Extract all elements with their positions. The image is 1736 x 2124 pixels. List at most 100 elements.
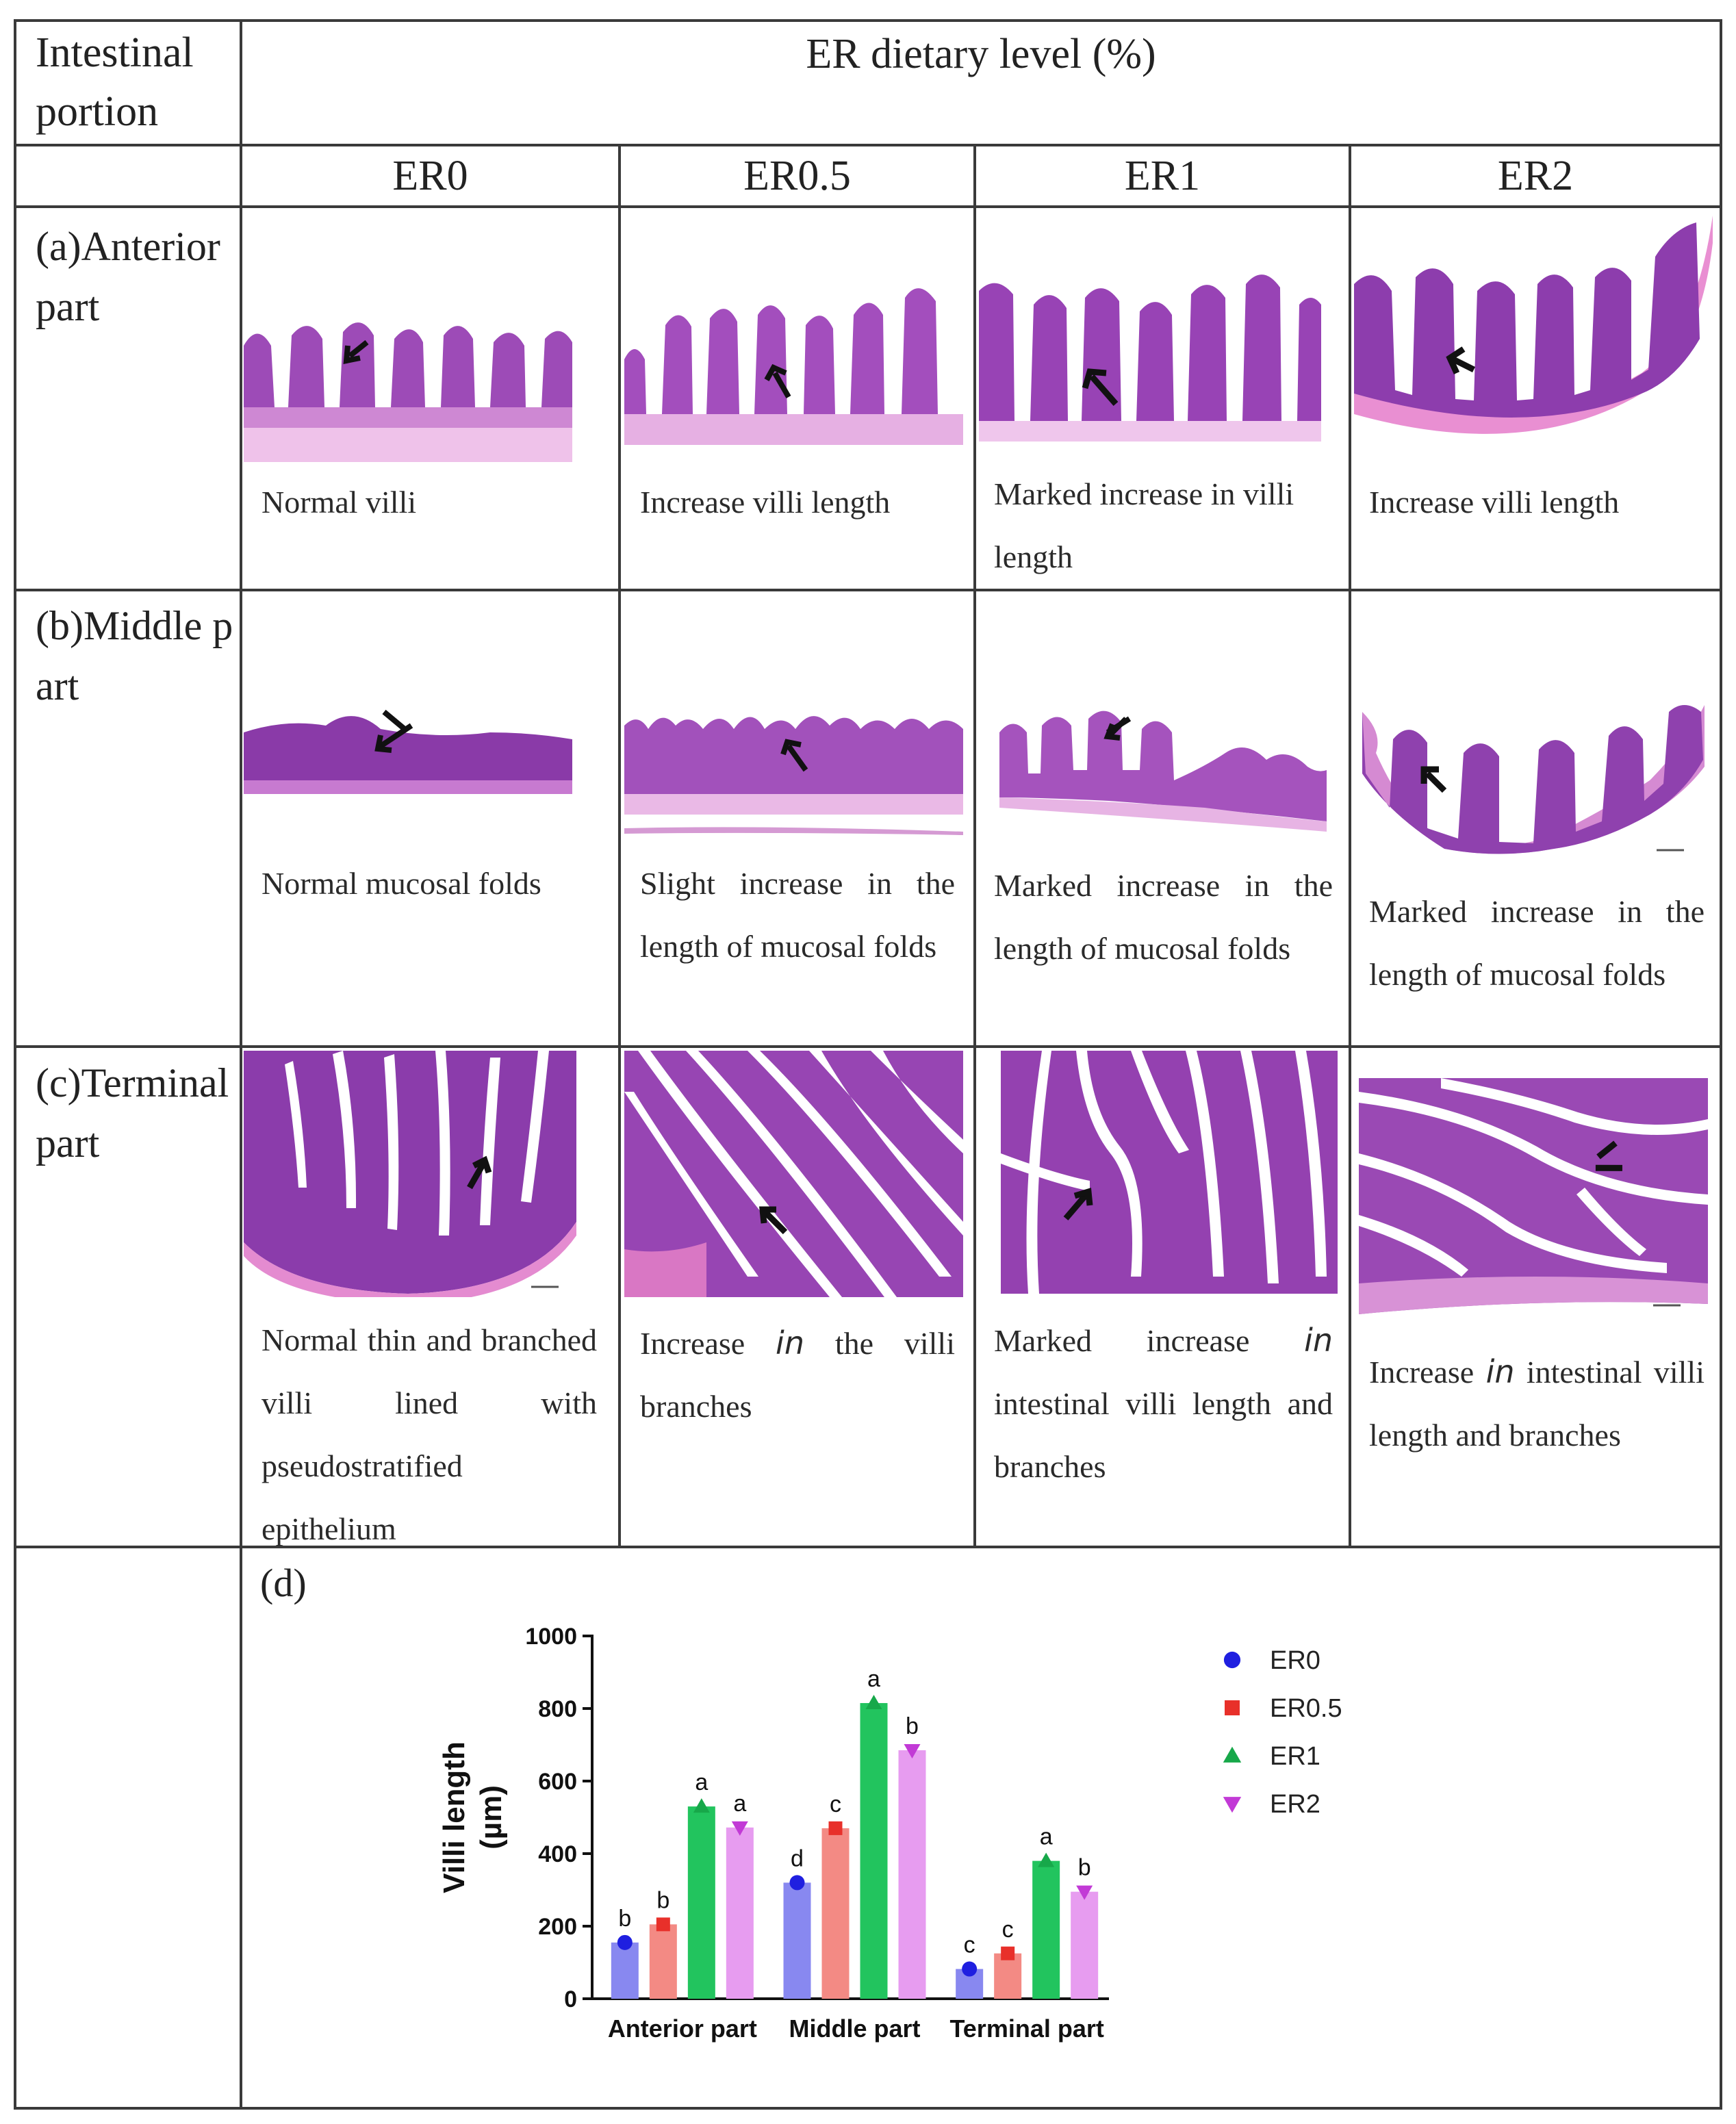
micrograph-anterior-er1 <box>979 264 1321 462</box>
caption-terminal-er2: Increase in intestinal villi length and … <box>1369 1353 1705 1453</box>
bar-marker <box>1038 1852 1055 1867</box>
row-label-terminal: (c)Terminal part <box>36 1060 229 1166</box>
caption-anterior-er1: Marked increase in villi length <box>994 476 1294 574</box>
legend-label: ER1 <box>1270 1742 1320 1771</box>
significance-letter: d <box>791 1845 804 1871</box>
bar-er0-0 <box>611 1942 639 1999</box>
bar-marker <box>865 1695 882 1710</box>
bar-marker <box>828 1821 843 1835</box>
bar-er0-5-2 <box>994 1953 1022 1999</box>
legend-label: ER0.5 <box>1270 1694 1342 1723</box>
caption-anterior-er2: Increase villi length <box>1369 485 1620 520</box>
x-category-label: Terminal part <box>949 2014 1103 2043</box>
bar-marker <box>789 1875 805 1891</box>
table-border-right <box>1720 19 1722 2110</box>
caption-middle-er0: Normal mucosal folds <box>261 866 541 901</box>
caption-terminal-er1: Marked increase in intestinal villi leng… <box>994 1322 1333 1484</box>
micrograph-middle-er2 <box>1362 698 1705 856</box>
caption-anterior-er0: Normal villi <box>261 485 417 520</box>
bar-er0-5-0 <box>649 1924 677 1999</box>
caption-anterior-er0-5: Increase villi length <box>640 485 891 520</box>
bar-marker <box>962 1961 978 1977</box>
panel-d-label: (d) <box>260 1561 307 1605</box>
y-tick-label: 800 <box>538 1696 577 1722</box>
caption-terminal-er0-5-text: Increase in the villi branches <box>640 1325 955 1424</box>
micrograph-terminal-er0-5 <box>624 1051 963 1297</box>
column-header-er0: ER0 <box>392 153 468 199</box>
table-col-rule-2 <box>618 144 621 1548</box>
y-tick-label: 200 <box>538 1914 577 1940</box>
caption-middle-er1: Marked increase in the length of mucosal… <box>994 868 1333 966</box>
caption-terminal-er0: Normal thin and branched villi lined wit… <box>261 1322 597 1546</box>
y-tick-label: 1000 <box>525 1624 577 1650</box>
micrograph-middle-er0-5 <box>624 698 963 852</box>
table-col-rule-1 <box>240 19 242 2110</box>
x-category-label: Anterior part <box>608 2014 757 2043</box>
bar-er2-1 <box>898 1750 926 1999</box>
y-tick-label: 0 <box>564 1986 577 2012</box>
micrograph-anterior-er2 <box>1354 216 1713 469</box>
bar-er1-0 <box>687 1806 715 1999</box>
table-border-bottom <box>14 2107 1722 2110</box>
caption-middle-er0-5: Slight increase in the length of mucosal… <box>640 866 955 964</box>
bar-marker <box>731 1821 748 1836</box>
significance-letter: a <box>1040 1824 1053 1850</box>
significance-letter: b <box>618 1906 631 1932</box>
y-tick-label: 400 <box>538 1841 577 1867</box>
bar-er2-2 <box>1071 1891 1099 1999</box>
micrograph-anterior-er0 <box>244 305 572 462</box>
significance-letter: c <box>964 1932 975 1958</box>
bar-marker <box>617 1934 633 1950</box>
legend-label: ER2 <box>1270 1790 1320 1819</box>
x-category-label: Middle part <box>789 2014 920 2043</box>
significance-letter: c <box>830 1791 841 1817</box>
table-rule-5 <box>14 1546 1722 1548</box>
table-col-rule-3 <box>973 144 976 1548</box>
significance-letter: b <box>906 1713 919 1739</box>
bar-er2-0 <box>726 1827 754 1999</box>
table-rule-2 <box>14 205 1722 208</box>
legend-label: ER0 <box>1270 1646 1320 1675</box>
table-col-rule-4 <box>1349 144 1351 1548</box>
bar-er0-1 <box>783 1882 811 1999</box>
er-dietary-level-header: ER dietary level (%) <box>806 31 1156 77</box>
significance-letter: b <box>1078 1855 1091 1881</box>
column-header-er1: ER1 <box>1124 153 1201 199</box>
table-rule-4 <box>14 1045 1722 1048</box>
micrograph-terminal-er0 <box>244 1051 576 1297</box>
column-header-er2: ER2 <box>1497 153 1574 199</box>
legend-marker <box>1223 1797 1242 1813</box>
table-rule-3 <box>14 589 1722 591</box>
bar-marker <box>904 1743 921 1758</box>
legend-marker <box>1223 1651 1241 1669</box>
bar-er0-5-1 <box>821 1828 850 1999</box>
significance-letter: c <box>1002 1917 1014 1943</box>
micrograph-middle-er1 <box>999 705 1327 849</box>
caption-middle-er2: Marked increase in the length of mucosal… <box>1369 894 1705 992</box>
bar-marker <box>656 1917 670 1932</box>
significance-letter: b <box>656 1887 669 1913</box>
bar-er1-1 <box>860 1703 888 1999</box>
intestinal-portion-header: Intestinal portion <box>36 29 194 135</box>
row-label-middle: (b)Middle part <box>36 603 233 708</box>
micrograph-terminal-er2 <box>1359 1078 1708 1314</box>
row-label-anterior: (a)Anterior part <box>36 224 220 329</box>
column-header-er0-5: ER0.5 <box>743 153 851 199</box>
y-axis-unit: (µm) <box>474 1785 508 1850</box>
bar-er1-2 <box>1032 1860 1060 1999</box>
legend-marker <box>1225 1700 1240 1715</box>
table-rule-1 <box>14 144 1722 146</box>
significance-letter: a <box>733 1791 746 1817</box>
table-border-top <box>14 19 1722 22</box>
significance-letter: a <box>695 1769 708 1795</box>
bar-marker <box>693 1798 710 1813</box>
y-tick-label: 600 <box>538 1769 577 1795</box>
y-axis-label: Villi length <box>437 1741 471 1893</box>
micrograph-anterior-er0-5 <box>624 277 963 465</box>
legend-marker <box>1223 1746 1242 1763</box>
micrograph-middle-er0 <box>244 691 572 801</box>
bar-marker <box>1076 1885 1093 1900</box>
caption-terminal-er0-5: Increase in the villi branches <box>640 1311 955 1438</box>
table-border-left <box>14 19 16 2110</box>
